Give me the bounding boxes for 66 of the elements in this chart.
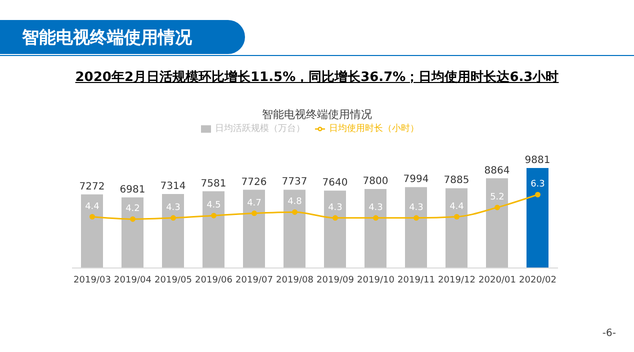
x-tick-label: 2019/09 <box>316 275 354 286</box>
x-tick-label: 2019/07 <box>236 275 273 286</box>
x-tick-label: 2019/05 <box>154 275 192 286</box>
bar <box>122 197 144 268</box>
x-tick-label: 2019/08 <box>276 275 314 286</box>
point <box>292 209 298 215</box>
data-label: 5.2 <box>490 192 504 202</box>
data-label: 6.3 <box>530 180 545 190</box>
legend-label: 日均使用时长（小时） <box>329 124 419 134</box>
data-label: 7640 <box>322 178 348 189</box>
data-label: 4.3 <box>328 202 342 213</box>
point <box>535 192 540 198</box>
bar <box>405 187 427 268</box>
point <box>373 215 378 221</box>
data-label: 7885 <box>444 175 470 186</box>
data-label: 4.3 <box>409 202 424 213</box>
chart-subtitle: 2020年2月日活规模环比增长11.5%，同比增长36.7%；日均使用时长达6.3小时 <box>74 69 560 86</box>
data-label: 4.8 <box>288 197 302 208</box>
point <box>170 215 176 221</box>
point <box>414 215 419 221</box>
data-label: 7726 <box>241 176 267 188</box>
data-label: 4.4 <box>450 202 464 212</box>
data-label: 7272 <box>79 181 105 192</box>
legend-label: 日均活跃规模（万台） <box>215 124 305 134</box>
bar <box>162 194 184 268</box>
data-label: 4.7 <box>247 198 262 208</box>
point <box>130 216 136 222</box>
x-tick-label: 2019/04 <box>114 275 152 286</box>
data-label: 9881 <box>524 155 550 166</box>
text: -6- <box>602 328 616 339</box>
data-label: 8864 <box>484 165 510 176</box>
chart-title: 智能电视终端使用情况 <box>22 27 192 49</box>
x-tick-label: 2019/11 <box>398 275 435 286</box>
data-label: 4.4 <box>85 202 100 212</box>
point <box>211 212 216 218</box>
x-tick-label: 2019/06 <box>195 275 233 286</box>
bar <box>324 190 346 268</box>
point <box>90 214 95 220</box>
point <box>332 215 338 221</box>
bar <box>243 190 265 268</box>
bar <box>202 191 224 268</box>
data-label: 7994 <box>403 174 429 186</box>
data-label: 7581 <box>200 178 226 190</box>
data-label: 7800 <box>362 176 388 188</box>
data-label: 7737 <box>282 176 308 188</box>
bar <box>526 168 548 268</box>
text: 智能电视终端使用情况 <box>261 107 373 122</box>
bar <box>364 189 386 268</box>
bar <box>486 178 508 268</box>
x-tick-label: 2019/10 <box>357 275 395 286</box>
point <box>252 210 257 216</box>
data-label: 4.3 <box>368 202 383 213</box>
x-tick-label: 2020/02 <box>519 275 556 286</box>
data-label: 4.5 <box>206 200 221 211</box>
data-label: 6981 <box>120 184 146 196</box>
data-label: 4.3 <box>166 202 180 213</box>
bar <box>284 190 306 268</box>
data-label: 7314 <box>160 180 186 192</box>
point <box>454 214 460 220</box>
data-label: 4.2 <box>126 204 140 214</box>
bar <box>81 194 103 268</box>
bar <box>446 188 468 268</box>
x-tick-label: 2019/12 <box>438 275 476 286</box>
x-tick-label: 2020/01 <box>478 275 516 286</box>
x-tick-label: 2019/03 <box>74 275 111 286</box>
point <box>494 204 500 210</box>
